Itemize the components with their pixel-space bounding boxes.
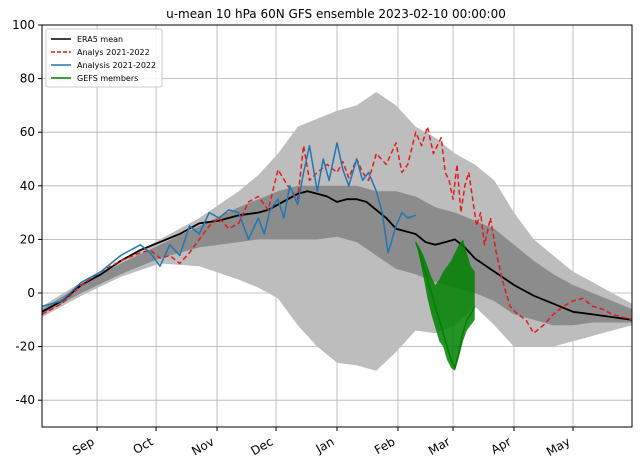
x-tick-label: Sep — [70, 434, 97, 457]
y-tick-label: 100 — [12, 18, 35, 32]
x-axis: Sep Oct Nov Dec Jan Feb Mar Apr May — [70, 427, 574, 459]
analys-2021-2022-line — [41, 126, 633, 334]
chart-title: u-mean 10 hPa 60N GFS ensemble 2023-02-1… — [166, 7, 506, 21]
series-layer — [41, 126, 633, 371]
y-tick-label: -20 — [15, 340, 35, 354]
band-layer — [42, 92, 632, 371]
x-tick-label: Feb — [372, 434, 397, 457]
legend-label: Analysis 2021-2022 — [77, 61, 156, 70]
x-tick-label: Apr — [489, 434, 514, 457]
y-tick-label: 0 — [27, 286, 35, 300]
y-tick-label: 40 — [20, 179, 35, 193]
x-tick-label: Dec — [248, 434, 275, 458]
y-tick-label: 60 — [20, 125, 35, 139]
analysis-2021-2022-line — [41, 142, 416, 308]
legend-label: ERA5 mean — [77, 35, 123, 44]
legend-label: GEFS members — [77, 74, 138, 83]
era5-mean-line — [41, 190, 633, 321]
y-tick-label: 20 — [20, 232, 35, 246]
gefs-members-spread — [415, 239, 475, 371]
legend: ERA5 mean Analys 2021-2022 Analysis 2021-2… — [45, 28, 163, 88]
y-axis: -40 -20 0 20 40 60 80 100 — [12, 18, 42, 407]
x-tick-label: Nov — [189, 434, 216, 458]
x-tick-label: Oct — [131, 434, 156, 457]
x-tick-label: Jan — [313, 434, 337, 456]
legend-label: Analys 2021-2022 — [77, 48, 150, 57]
inner-band — [42, 185, 632, 326]
legend-box — [45, 28, 163, 88]
gefs-members-line — [414, 241, 476, 369]
y-tick-label: -40 — [15, 393, 35, 407]
x-tick-label: Mar — [426, 434, 453, 457]
y-tick-label: 80 — [20, 72, 35, 86]
x-tick-label: May — [544, 434, 572, 459]
